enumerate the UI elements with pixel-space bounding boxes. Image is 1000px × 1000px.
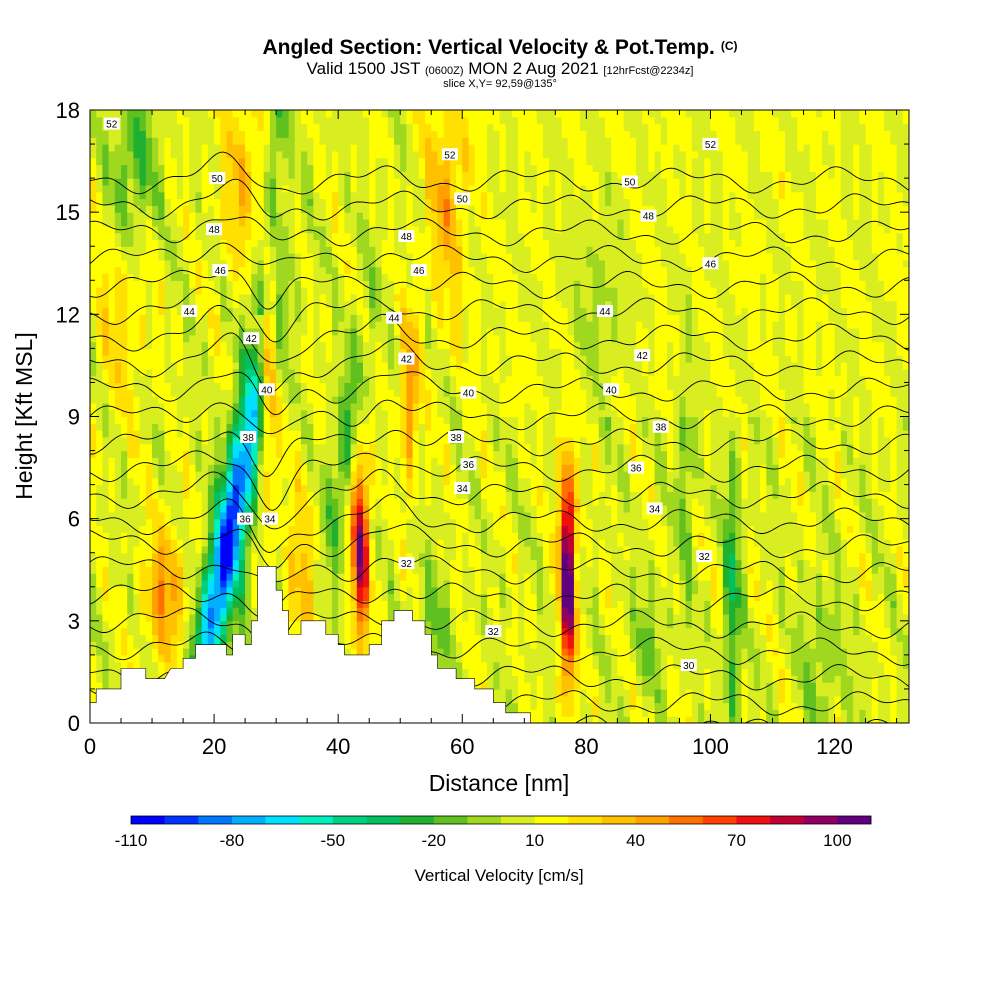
colorbar-tick-label: -50 bbox=[321, 831, 346, 850]
colorbar-swatch bbox=[333, 816, 367, 824]
contour-label: 32 bbox=[699, 552, 711, 563]
contour-label: 52 bbox=[705, 140, 717, 151]
contour-label: 34 bbox=[457, 484, 469, 495]
colorbar-swatch bbox=[232, 816, 266, 824]
colorbar-tick-label: -20 bbox=[421, 831, 446, 850]
y-tick-label: 12 bbox=[56, 302, 80, 327]
y-tick-label: 9 bbox=[68, 405, 80, 430]
contour-label: 52 bbox=[444, 150, 456, 161]
colorbar: -110 -80 -50 -20 10 40 70 100 bbox=[115, 816, 872, 850]
colorbar-swatch bbox=[669, 816, 703, 824]
colorbar-swatch bbox=[636, 816, 670, 824]
colorbar-swatch bbox=[131, 816, 165, 824]
y-tick-label: 6 bbox=[68, 507, 80, 532]
contour-label: 42 bbox=[246, 334, 258, 345]
contour-label: 50 bbox=[624, 178, 636, 189]
contour-label: 50 bbox=[212, 174, 224, 185]
colorbar-swatch bbox=[602, 816, 636, 824]
contour-label: 48 bbox=[401, 232, 413, 243]
y-tick-label: 15 bbox=[56, 200, 80, 225]
contour-label: 42 bbox=[401, 355, 413, 366]
contour-label: 36 bbox=[630, 464, 642, 475]
contour-label: 42 bbox=[637, 351, 649, 362]
contour-label: 46 bbox=[215, 266, 227, 277]
colorbar-swatch bbox=[736, 816, 770, 824]
colorbar-label: Vertical Velocity [cm/s] bbox=[414, 866, 583, 885]
colorbar-tick-label: 70 bbox=[727, 831, 746, 850]
y-axis-label: Height [Kft MSL] bbox=[11, 332, 37, 499]
colorbar-swatch bbox=[770, 816, 804, 824]
contour-label: 40 bbox=[261, 385, 273, 396]
x-tick-label: 20 bbox=[202, 734, 226, 759]
contour-label: 30 bbox=[683, 661, 695, 672]
colorbar-swatch bbox=[837, 816, 871, 824]
colorbar-swatch bbox=[165, 816, 199, 824]
colorbar-tick-label: -110 bbox=[115, 831, 148, 850]
contour-label: 36 bbox=[240, 515, 252, 526]
contour-label: 34 bbox=[649, 504, 661, 515]
contour-label: 32 bbox=[488, 627, 500, 638]
contour-label: 38 bbox=[655, 423, 667, 434]
contour-label: 50 bbox=[457, 195, 469, 206]
colorbar-swatch bbox=[535, 816, 569, 824]
colorbar-swatch bbox=[366, 816, 400, 824]
contour-label: 40 bbox=[463, 389, 475, 400]
x-tick-label: 40 bbox=[326, 734, 350, 759]
x-tick-label: 100 bbox=[692, 734, 729, 759]
contour-label: 46 bbox=[705, 259, 717, 270]
y-tick-label: 3 bbox=[68, 609, 80, 634]
cross-section-chart: 52 52 52 50 50 50 48 48 48 46 46 46 44 44 44 42 42 42 40 40… bbox=[0, 0, 1000, 1000]
contour-label: 52 bbox=[106, 120, 118, 131]
colorbar-swatch bbox=[467, 816, 501, 824]
colorbar-swatch bbox=[703, 816, 737, 824]
colorbar-swatch bbox=[400, 816, 434, 824]
colorbar-tick-label: 40 bbox=[626, 831, 645, 850]
y-tick-label: 0 bbox=[68, 711, 80, 736]
contour-label: 34 bbox=[264, 515, 276, 526]
contour-label: 36 bbox=[463, 460, 475, 471]
contour-label: 48 bbox=[643, 212, 655, 223]
contour-label: 46 bbox=[413, 266, 425, 277]
x-tick-label: 120 bbox=[816, 734, 853, 759]
contour-label: 38 bbox=[451, 433, 463, 444]
contour-label: 48 bbox=[209, 225, 221, 236]
x-tick-label: 0 bbox=[84, 734, 96, 759]
colorbar-tick-label: 100 bbox=[823, 831, 851, 850]
colorbar-swatch bbox=[434, 816, 468, 824]
contour-label: 44 bbox=[388, 314, 400, 325]
contour-label: 44 bbox=[184, 307, 196, 318]
colorbar-swatch bbox=[568, 816, 602, 824]
colorbar-swatch bbox=[804, 816, 838, 824]
colorbar-swatch bbox=[266, 816, 300, 824]
colorbar-swatch bbox=[501, 816, 535, 824]
contour-label: 40 bbox=[606, 385, 618, 396]
colorbar-tick-label: -80 bbox=[220, 831, 245, 850]
contour-label: 32 bbox=[401, 559, 413, 570]
x-tick-label: 60 bbox=[450, 734, 474, 759]
colorbar-tick-label: 10 bbox=[525, 831, 544, 850]
x-axis-label: Distance [nm] bbox=[429, 770, 570, 796]
colorbar-swatch bbox=[299, 816, 333, 824]
contour-label: 44 bbox=[599, 307, 611, 318]
x-tick-label: 80 bbox=[574, 734, 598, 759]
y-tick-label: 18 bbox=[56, 98, 80, 123]
contour-label: 38 bbox=[243, 433, 255, 444]
colorbar-swatch bbox=[198, 816, 232, 824]
